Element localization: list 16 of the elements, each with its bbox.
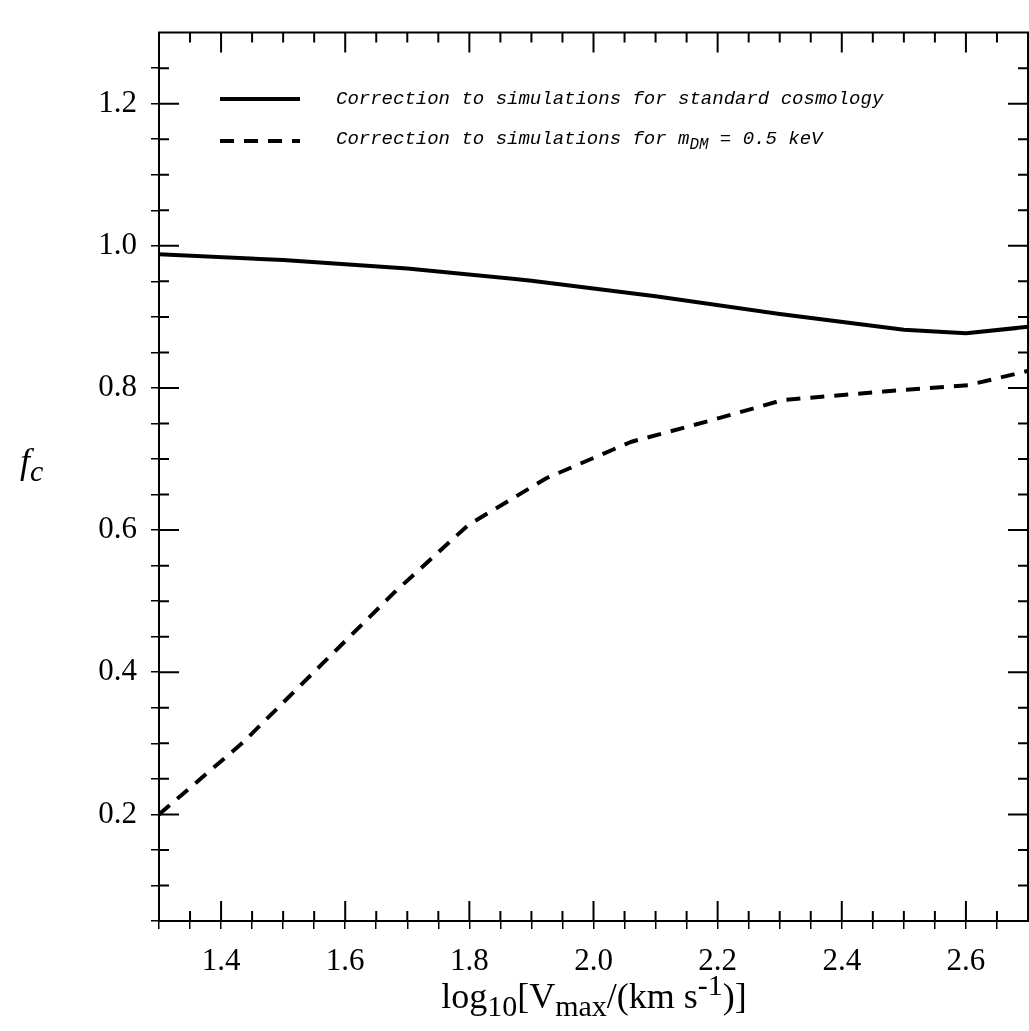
y-tick-label: 0.8 (98, 368, 137, 404)
x-tick-label: 1.4 (201, 941, 241, 977)
y-tick-label: 0.2 (98, 794, 137, 830)
x-tick-label: 2.2 (698, 941, 738, 977)
x-tick-label: 2.6 (946, 941, 986, 977)
y-tick-label: 1.0 (98, 225, 137, 261)
y-tick-label: 0.6 (98, 510, 137, 546)
legend-label: Correction to simulations for m$_{DM}$ = 0.5 keV (336, 128, 823, 154)
x-tick-label: 2.4 (822, 941, 862, 977)
y-tick-label: 0.4 (98, 652, 138, 688)
y-tick-label: 1.2 (98, 83, 137, 119)
x-tick-label: 1.8 (449, 941, 489, 977)
legend-label: Correction to simulations for standard cosmology (336, 88, 884, 110)
y-axis-title: f$_{c}$ (20, 440, 44, 489)
x-tick-label: 1.6 (325, 941, 365, 977)
x-tick-label: 2.0 (574, 941, 613, 977)
